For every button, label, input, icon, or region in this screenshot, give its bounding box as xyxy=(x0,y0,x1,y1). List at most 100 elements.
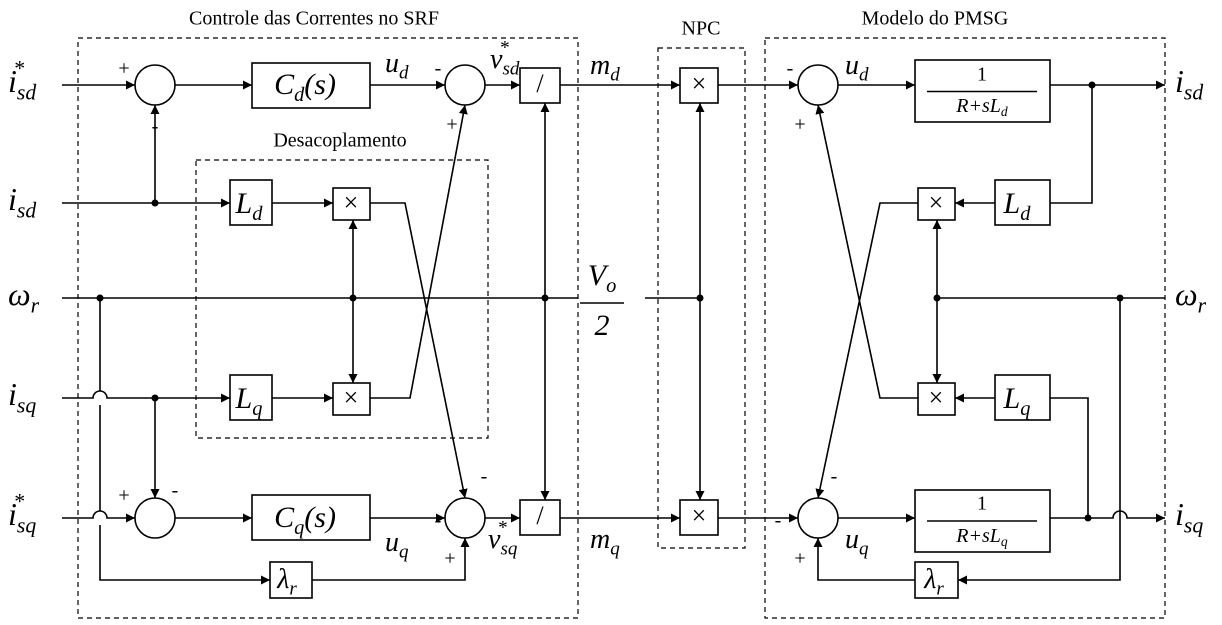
label-sub: d xyxy=(252,203,263,225)
label-sub: q xyxy=(1001,534,1008,549)
label-base: i xyxy=(1175,496,1184,532)
label: × xyxy=(344,188,359,217)
label: R+sLd xyxy=(955,95,1008,120)
label-sub: sq xyxy=(17,394,36,418)
label: ud xyxy=(845,50,869,85)
label: md xyxy=(590,50,620,85)
label-sub: sq xyxy=(1184,514,1203,538)
wire xyxy=(312,538,470,581)
label-sub: q xyxy=(610,539,620,560)
label: vsq* xyxy=(488,518,518,560)
label-base: m xyxy=(590,50,610,81)
block xyxy=(994,179,1051,226)
block xyxy=(251,494,371,541)
label-base: i xyxy=(8,376,17,412)
pmsg-group xyxy=(764,37,1166,619)
label: 1 xyxy=(977,64,987,86)
block xyxy=(251,62,371,109)
label-sub: d xyxy=(294,84,305,106)
label-base: ω xyxy=(8,276,31,312)
label: λr xyxy=(923,564,944,599)
label: isq* xyxy=(8,490,36,538)
sign: + xyxy=(118,485,129,507)
npc-group xyxy=(657,47,746,549)
label-sub: r xyxy=(289,579,297,600)
label: Vo xyxy=(588,259,617,297)
group-title: Desacoplamento xyxy=(273,130,406,152)
label-base: i xyxy=(8,181,17,217)
label-base: u xyxy=(845,50,859,81)
label-sub: q xyxy=(859,539,869,560)
group-title: Modelo do PMSG xyxy=(862,8,1009,30)
block xyxy=(332,187,371,221)
label-sub: o xyxy=(606,275,616,297)
label-sub: d xyxy=(1001,104,1008,119)
sign: - xyxy=(435,510,442,532)
label-base: m xyxy=(590,524,610,555)
wire xyxy=(370,202,468,499)
label-sup: * xyxy=(13,490,24,514)
label-base: λ xyxy=(923,564,936,595)
sign: - xyxy=(152,116,159,138)
label-base: u xyxy=(385,48,399,79)
wire xyxy=(815,202,918,499)
block xyxy=(679,499,719,536)
label-sub: q xyxy=(399,542,409,563)
label-sub: q xyxy=(294,517,304,539)
label-sup: * xyxy=(13,57,24,81)
block xyxy=(519,499,561,536)
label-sub: r xyxy=(936,579,944,600)
summing-junction xyxy=(797,64,839,106)
wire xyxy=(813,538,915,581)
label: × xyxy=(929,188,944,217)
label: Cd(s) xyxy=(274,68,336,106)
label: Cq(s) xyxy=(274,501,336,539)
junction xyxy=(1084,514,1092,522)
block xyxy=(917,187,956,221)
label-base: C xyxy=(274,68,295,101)
label: ωr xyxy=(8,276,40,317)
label-sub: r xyxy=(31,294,40,318)
label-base: L xyxy=(1003,187,1021,220)
summing-junction xyxy=(444,64,486,106)
label-sub: d xyxy=(610,65,620,86)
label-base: i xyxy=(1175,63,1184,99)
label-base: u xyxy=(845,524,859,555)
block xyxy=(994,374,1051,421)
label: isd* xyxy=(8,57,36,105)
sign: - xyxy=(787,58,794,80)
label: × xyxy=(692,69,707,98)
label-base: i xyxy=(8,496,17,532)
sign: - xyxy=(172,480,179,502)
block xyxy=(917,382,956,416)
summing-junction xyxy=(134,497,176,539)
label-base: L xyxy=(235,382,253,415)
label: Ld xyxy=(1003,187,1032,225)
wire xyxy=(1050,85,1093,204)
label-base: i xyxy=(8,63,17,99)
label: isd xyxy=(8,181,36,222)
label-base: R+sL xyxy=(955,95,1001,117)
label: uq xyxy=(385,527,409,562)
decoupling-group xyxy=(195,159,489,439)
label-base: u xyxy=(385,527,399,558)
label: / xyxy=(536,69,544,98)
label-sub: sd xyxy=(17,199,36,223)
label: λr xyxy=(276,564,297,599)
label-base: V xyxy=(588,259,610,292)
label: isq xyxy=(8,376,36,417)
label-sub: sq xyxy=(17,514,36,538)
label-sub: d xyxy=(399,63,409,84)
sign: - xyxy=(435,58,442,80)
sign: + xyxy=(118,58,129,80)
label-base: v xyxy=(490,44,503,75)
label-sub: sd xyxy=(1184,81,1203,105)
summing-junction xyxy=(134,64,176,106)
label: × xyxy=(929,383,944,412)
block xyxy=(519,67,561,104)
label: R+sLq xyxy=(955,525,1008,550)
label-sub: sd xyxy=(502,59,519,80)
label: × xyxy=(692,501,707,530)
label: / xyxy=(536,501,544,530)
